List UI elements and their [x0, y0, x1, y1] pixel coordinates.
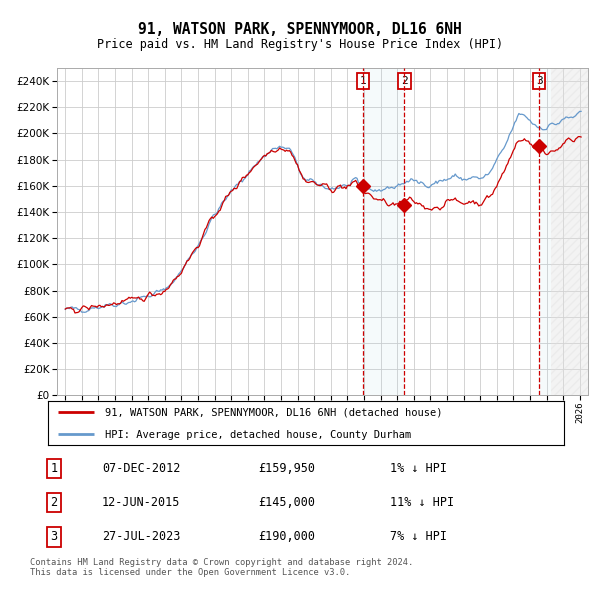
- Bar: [362, 68, 404, 395]
- Text: Contains HM Land Registry data © Crown copyright and database right 2024.
This d: Contains HM Land Registry data © Crown c…: [30, 558, 413, 577]
- Text: Price paid vs. HM Land Registry's House Price Index (HPI): Price paid vs. HM Land Registry's House …: [97, 38, 503, 51]
- Text: 1: 1: [359, 76, 366, 86]
- Text: 91, WATSON PARK, SPENNYMOOR, DL16 6NH (detached house): 91, WATSON PARK, SPENNYMOOR, DL16 6NH (d…: [105, 408, 442, 418]
- Bar: [539, 68, 551, 395]
- Text: £190,000: £190,000: [258, 530, 315, 543]
- Text: £145,000: £145,000: [258, 496, 315, 509]
- Text: 27-JUL-2023: 27-JUL-2023: [102, 530, 181, 543]
- Text: 07-DEC-2012: 07-DEC-2012: [102, 462, 181, 475]
- Text: 91, WATSON PARK, SPENNYMOOR, DL16 6NH: 91, WATSON PARK, SPENNYMOOR, DL16 6NH: [138, 22, 462, 37]
- Text: HPI: Average price, detached house, County Durham: HPI: Average price, detached house, Coun…: [105, 430, 411, 440]
- Text: £159,950: £159,950: [258, 462, 315, 475]
- Text: 12-JUN-2015: 12-JUN-2015: [102, 496, 181, 509]
- Text: 2: 2: [50, 496, 58, 509]
- Text: 3: 3: [50, 530, 58, 543]
- Text: 1: 1: [50, 462, 58, 475]
- Text: 7% ↓ HPI: 7% ↓ HPI: [390, 530, 447, 543]
- Text: 11% ↓ HPI: 11% ↓ HPI: [390, 496, 454, 509]
- Text: 1% ↓ HPI: 1% ↓ HPI: [390, 462, 447, 475]
- Text: 2: 2: [401, 76, 408, 86]
- Text: 3: 3: [536, 76, 542, 86]
